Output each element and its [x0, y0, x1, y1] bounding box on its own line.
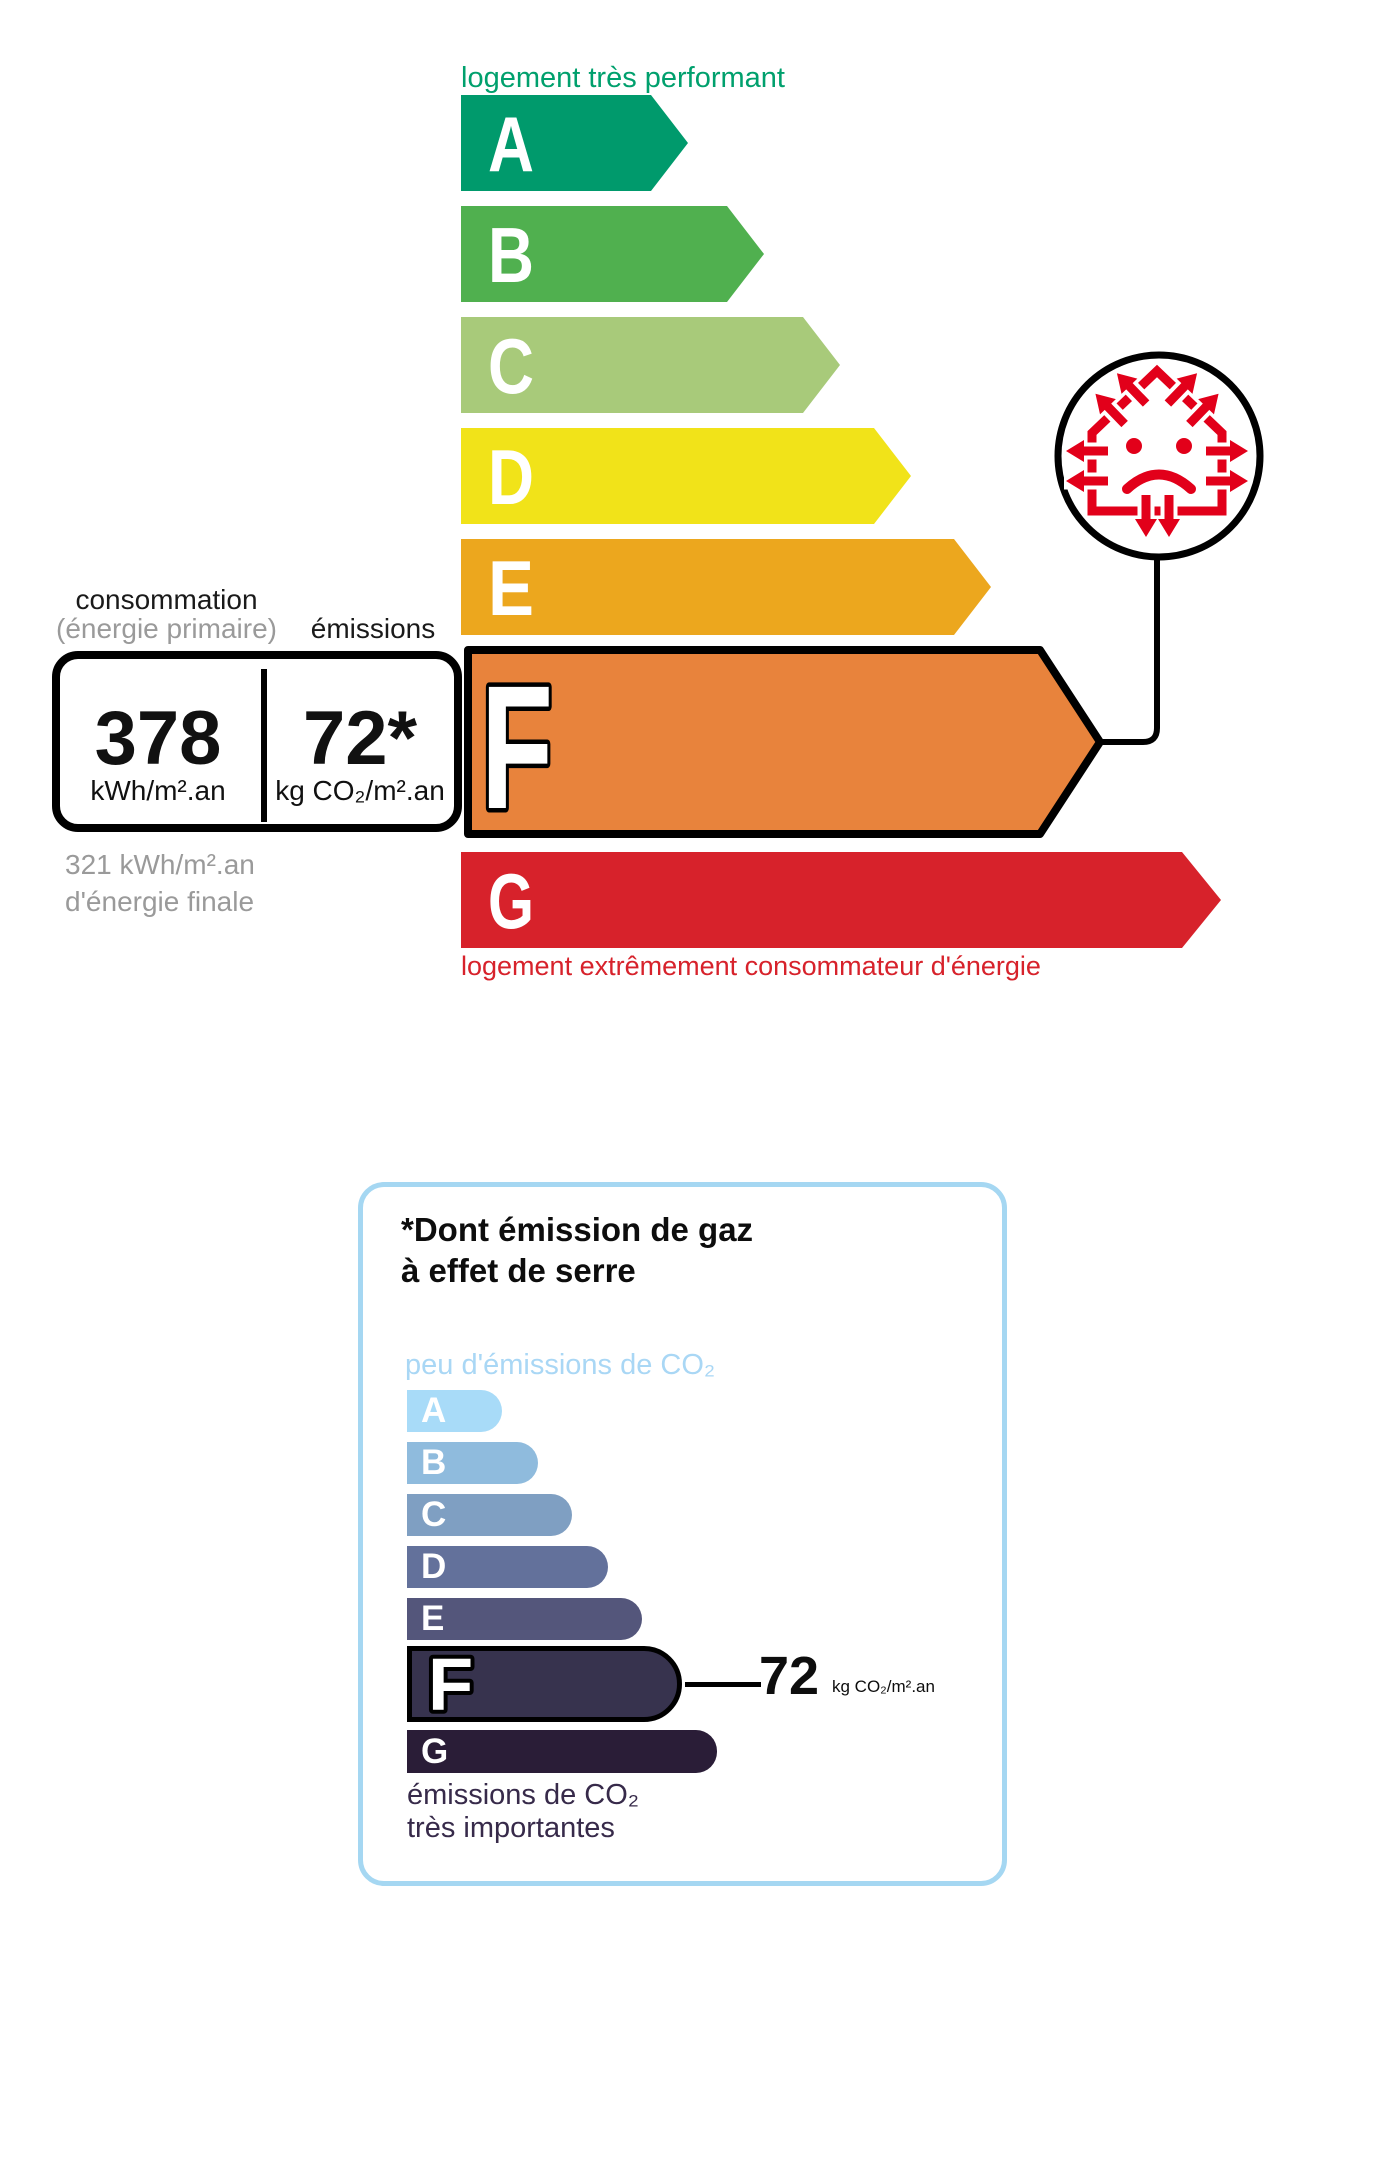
- co2-letter-f-current: F: [424, 1651, 477, 1717]
- co2-value: 72: [759, 1646, 820, 1706]
- co2-letter-a: A: [421, 1391, 447, 1430]
- co2-bar-g: G: [407, 1730, 717, 1773]
- sad-house-heat-loss-icon: [1064, 364, 1250, 539]
- consumption-unit: kWh/m².an: [90, 775, 226, 806]
- energy-bar-d: [461, 428, 911, 524]
- consumption-value: 378: [94, 696, 222, 781]
- final-energy-line2: d'énergie finale: [65, 886, 255, 917]
- consumption-subheader-label: (énergie primaire): [56, 613, 277, 644]
- co2-scale-bottom-label: émissions de CO₂ très importantes: [407, 1779, 639, 1845]
- co2-letter-e: E: [421, 1599, 445, 1638]
- co2-bar-b: B: [407, 1442, 538, 1484]
- energy-bar-b: [461, 206, 764, 302]
- current-values-box: 378 kWh/m².an 72* kg CO₂/m².an: [52, 651, 462, 832]
- energy-letter-b: B: [488, 211, 534, 299]
- energy-bar-f-current: [464, 646, 1104, 838]
- co2-emissions-box: *Dont émission de gaz à effet de serre p…: [358, 1182, 1007, 1886]
- co2-letter-g: G: [421, 1732, 449, 1771]
- energy-letter-d: D: [488, 433, 534, 521]
- energy-bar-g: [461, 852, 1221, 948]
- co2-letter-b: B: [421, 1443, 447, 1482]
- co2-scale-top-label: peu d'émissions de CO₂: [405, 1349, 716, 1381]
- energy-bar-a: [461, 95, 688, 191]
- energy-scale-bottom-label: logement extrêmement consommateur d'éner…: [461, 951, 1041, 981]
- co2-letter-c: C: [421, 1495, 447, 1534]
- co2-bar-e: E: [407, 1598, 642, 1640]
- svg-text:F: F: [428, 1651, 473, 1717]
- energy-class-scale: A B C D E G F: [461, 95, 1264, 948]
- final-energy-line1: 321 kWh/m².an: [65, 849, 255, 880]
- co2-bar-a: A: [407, 1390, 502, 1432]
- energy-scale-top-label: logement très performant: [461, 62, 785, 94]
- co2-bottom-line1: émissions de CO₂: [407, 1779, 640, 1811]
- co2-box-title: *Dont émission de gaz à effet de serre: [401, 1209, 753, 1291]
- energy-letter-e: E: [488, 544, 534, 632]
- consumption-header-label: consommation: [75, 584, 258, 615]
- values-divider: [261, 669, 267, 822]
- co2-value-connector-line: [685, 1682, 761, 1687]
- energy-letter-f-current: F: [481, 650, 553, 846]
- energy-bar-e: [461, 539, 991, 635]
- co2-title-line1: *Dont émission de gaz: [401, 1211, 754, 1248]
- co2-value-unit: kg CO₂/m².an: [832, 1677, 935, 1696]
- co2-bar-d: D: [407, 1546, 608, 1588]
- co2-bar-c: C: [407, 1494, 572, 1536]
- emissions-unit: kg CO₂/m².an: [275, 775, 445, 806]
- energy-letter-c: C: [488, 322, 534, 410]
- energy-letter-g: G: [488, 857, 534, 945]
- final-energy-note: 321 kWh/m².an d'énergie finale: [65, 846, 255, 920]
- emissions-header-label: émissions: [310, 613, 436, 644]
- co2-bottom-line2: très importantes: [407, 1812, 615, 1844]
- energy-bar-c: [461, 317, 840, 413]
- co2-letter-d: D: [421, 1547, 447, 1586]
- co2-title-line2: à effet de serre: [401, 1252, 636, 1289]
- emissions-value: 72*: [302, 696, 418, 781]
- energy-letter-a: A: [488, 100, 534, 188]
- co2-bar-f-current: F: [407, 1646, 682, 1722]
- icon-connector-line: [1097, 557, 1160, 745]
